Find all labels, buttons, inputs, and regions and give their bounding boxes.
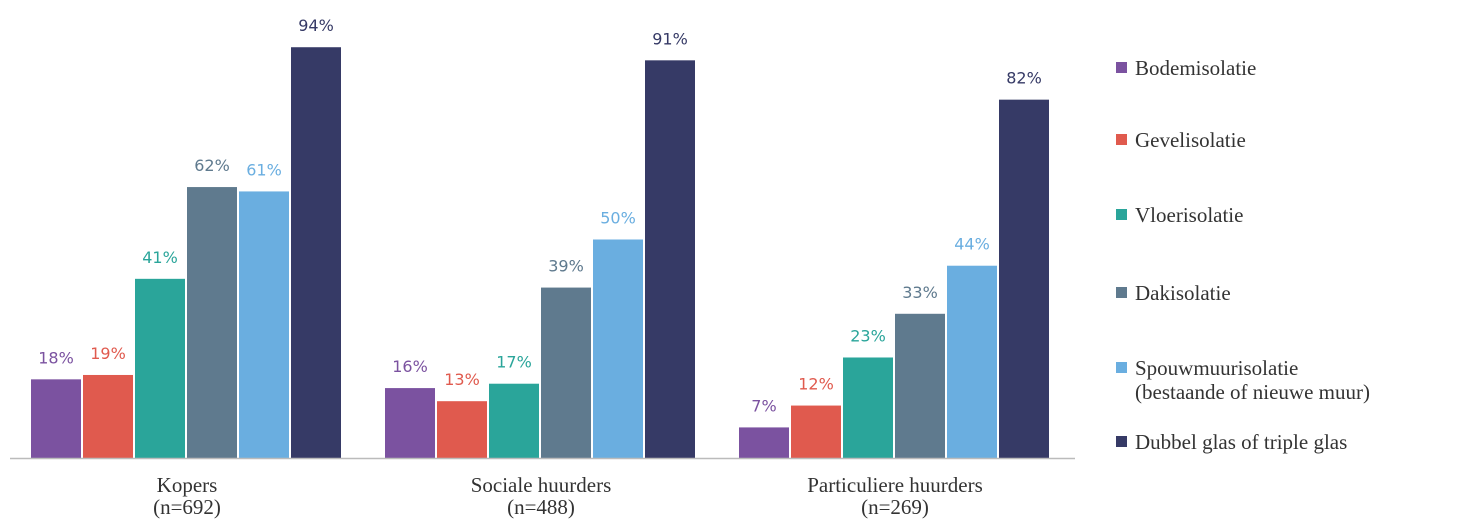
legend-label: Dakisolatie bbox=[1135, 281, 1231, 305]
legend-label: Vloerisolatie bbox=[1135, 203, 1244, 227]
bar bbox=[739, 427, 789, 458]
legend-label: Spouwmuurisolatie (bestaande of nieuwe m… bbox=[1135, 356, 1370, 404]
legend-swatch bbox=[1116, 436, 1127, 447]
legend-item: Bodemisolatie bbox=[1116, 56, 1256, 80]
value-label: 33% bbox=[902, 283, 938, 302]
legend-label: Bodemisolatie bbox=[1135, 56, 1257, 80]
value-label: 41% bbox=[142, 248, 178, 267]
x-tick-label: Particuliere huurders (n=269) bbox=[807, 473, 983, 519]
bar bbox=[239, 191, 289, 458]
bar bbox=[947, 265, 997, 458]
legend-label: Gevelisolatie bbox=[1135, 128, 1246, 152]
bar bbox=[437, 401, 487, 458]
value-label: 61% bbox=[246, 160, 282, 179]
x-tick-label: Sociale huurders (n=488) bbox=[470, 473, 612, 519]
value-label: 62% bbox=[194, 156, 230, 175]
legend-item: Gevelisolatie bbox=[1116, 128, 1246, 152]
legend-item: Dakisolatie bbox=[1116, 281, 1231, 305]
bar bbox=[31, 379, 81, 458]
legend-swatch bbox=[1116, 362, 1127, 373]
legend-item: Dubbel glas of triple glas bbox=[1116, 430, 1347, 454]
value-label: 39% bbox=[548, 257, 584, 276]
value-label: 82% bbox=[1006, 69, 1042, 88]
legend-item: Spouwmuurisolatie (bestaande of nieuwe m… bbox=[1116, 356, 1370, 404]
value-label: 44% bbox=[954, 235, 990, 254]
legend-item: Vloerisolatie bbox=[1116, 203, 1243, 227]
value-label: 23% bbox=[850, 326, 886, 345]
legend-swatch bbox=[1116, 134, 1127, 145]
bar bbox=[541, 287, 591, 458]
bar bbox=[291, 47, 341, 458]
bar bbox=[645, 60, 695, 459]
bar bbox=[385, 388, 435, 458]
value-label: 17% bbox=[496, 353, 532, 372]
x-tick-label: Kopers (n=692) bbox=[153, 473, 221, 519]
bar bbox=[135, 278, 185, 458]
value-label: 18% bbox=[38, 348, 74, 367]
bar bbox=[593, 239, 643, 458]
legend-label: Dubbel glas of triple glas bbox=[1135, 430, 1348, 454]
bar bbox=[895, 313, 945, 458]
value-label: 94% bbox=[298, 16, 334, 35]
value-label: 91% bbox=[652, 29, 688, 48]
bar bbox=[999, 99, 1049, 458]
value-label: 50% bbox=[600, 209, 636, 228]
bar bbox=[843, 357, 893, 458]
legend-swatch bbox=[1116, 287, 1127, 298]
bar bbox=[489, 383, 539, 458]
bar bbox=[791, 405, 841, 458]
bar bbox=[187, 187, 237, 458]
value-label: 19% bbox=[90, 344, 126, 363]
value-label: 16% bbox=[392, 357, 428, 376]
value-label: 12% bbox=[798, 375, 834, 394]
legend-swatch bbox=[1116, 62, 1127, 73]
bar bbox=[83, 374, 133, 458]
value-label: 7% bbox=[751, 396, 776, 415]
value-label: 13% bbox=[444, 370, 480, 389]
legend-swatch bbox=[1116, 209, 1127, 220]
